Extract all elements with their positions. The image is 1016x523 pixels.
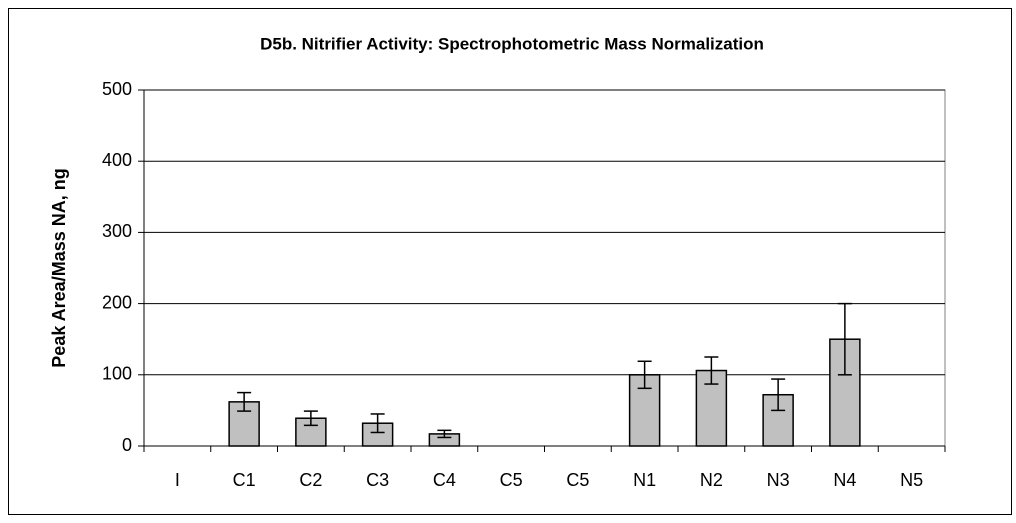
x-tick-label: N3 [767,470,790,490]
x-tick-label: N5 [900,470,923,490]
y-tick-label: 300 [102,221,132,241]
x-tick-label: C5 [566,470,589,490]
y-tick-label: 100 [102,364,132,384]
x-tick-label: C1 [233,470,256,490]
plot-area [143,89,946,447]
y-tick-label: 500 [102,79,132,99]
y-tick-label: 0 [122,435,132,455]
x-tick-label: N1 [633,470,656,490]
x-tick-label: C5 [500,470,523,490]
x-tick-label: C4 [433,470,456,490]
x-tick-label: C3 [366,470,389,490]
x-tick-label: N2 [700,470,723,490]
x-tick-label: I [175,470,180,490]
y-tick-label: 200 [102,292,132,312]
y-tick-label: 400 [102,150,132,170]
chart-title: D5b. Nitrifier Activity: Spectrophotomet… [260,34,764,53]
x-tick-label: N4 [833,470,856,490]
x-tick-label: C2 [299,470,322,490]
y-axis-label: Peak Area/Mass NA, ng [49,168,69,367]
